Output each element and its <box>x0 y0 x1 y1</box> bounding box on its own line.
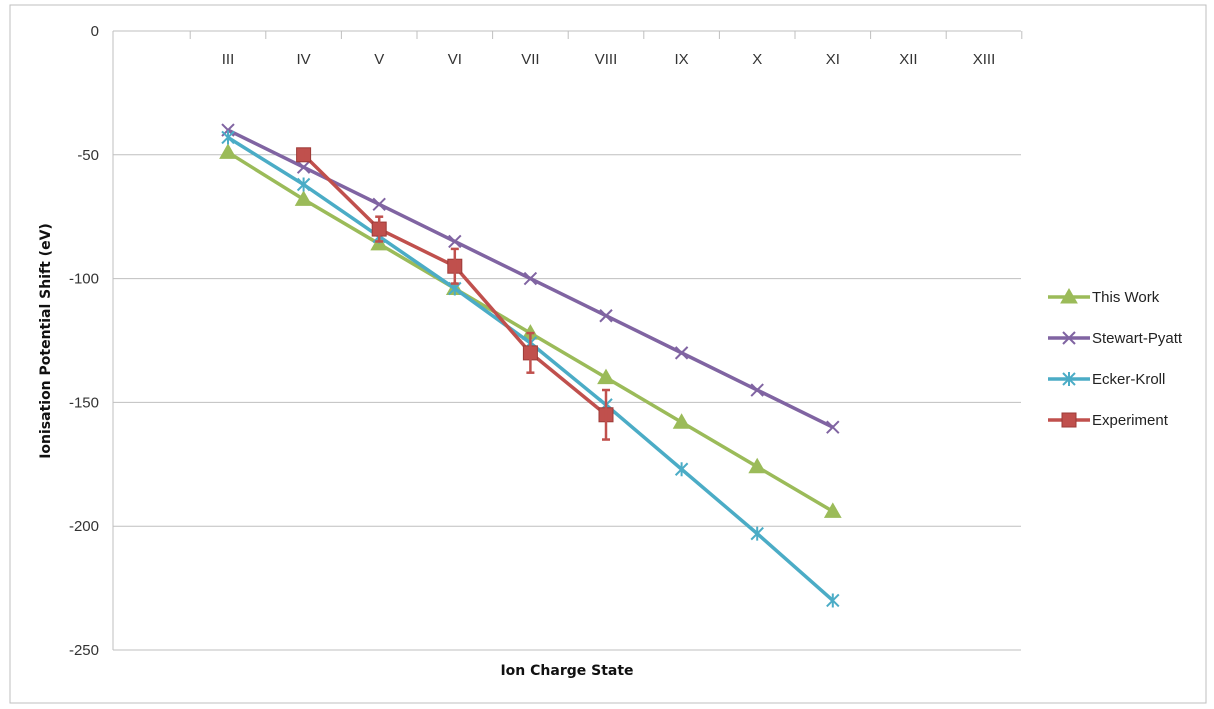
legend-label: Ecker-Kroll <box>1092 371 1165 388</box>
legend-label: Stewart-Pyatt <box>1092 330 1183 347</box>
legend-marker <box>1062 372 1076 386</box>
gridlines <box>112 30 1023 651</box>
data-point <box>597 368 615 385</box>
error-bars <box>299 148 610 441</box>
data-point <box>826 420 840 434</box>
x-tick-label: III <box>222 51 235 68</box>
x-tick-label: V <box>374 51 384 68</box>
x-tick-label: VI <box>448 51 462 68</box>
y-tick-label: -200 <box>69 518 99 535</box>
legend-label: This Work <box>1092 289 1160 306</box>
y-tick-label: -100 <box>69 271 99 288</box>
legend-label: Experiment <box>1092 412 1169 429</box>
y-tick-labels: 0 -50 -100 -150 -200 -250 <box>69 23 99 659</box>
legend-marker <box>1061 412 1077 428</box>
data-point <box>823 502 842 518</box>
data-point <box>674 462 689 477</box>
x-tick-label: VIII <box>595 51 618 68</box>
data-point <box>672 413 691 429</box>
x-tick-label: VII <box>521 51 539 68</box>
legend-item: This Work <box>1048 287 1160 306</box>
data-point <box>296 160 311 174</box>
x-tick-labels: III IV V VI VII VIII IX X XI XII XIII <box>222 51 996 68</box>
x-tick-label: XI <box>826 51 840 68</box>
data-point <box>826 593 840 608</box>
data-point <box>750 526 764 541</box>
legend-marker <box>1062 331 1076 345</box>
y-tick-label: -250 <box>69 642 99 659</box>
data-point <box>750 383 764 397</box>
data-point <box>219 143 237 159</box>
x-tick-label: IV <box>297 51 311 68</box>
x-tick-label: X <box>752 51 762 68</box>
legend-marker <box>1060 287 1078 304</box>
data-point <box>221 130 235 145</box>
data-point <box>748 457 767 474</box>
y-tick-label: -50 <box>77 147 99 164</box>
legend-item: Ecker-Kroll <box>1048 371 1165 388</box>
x-tick-label: XIII <box>973 51 996 68</box>
legend-item: Stewart-Pyatt <box>1048 330 1183 347</box>
legend: This Work Stewart-Pyatt Ecker-Kroll Experim… <box>1048 287 1183 429</box>
y-tick-label: -150 <box>69 394 99 411</box>
legend-item: Experiment <box>1048 412 1169 429</box>
data-point <box>296 177 311 192</box>
x-axis-title: Ion Charge State <box>500 663 633 679</box>
data-point <box>372 197 386 212</box>
x-tick-label: XII <box>899 51 917 68</box>
data-point <box>523 271 538 286</box>
y-tick-label: 0 <box>91 23 99 40</box>
y-axis-title: Ionisation Potential Shift (eV) <box>38 223 54 459</box>
data-point <box>294 190 313 206</box>
data-point <box>448 234 462 249</box>
chart-border <box>9 4 1207 704</box>
x-tick-label: IX <box>675 51 689 68</box>
data-point <box>599 309 613 323</box>
data-point <box>674 346 689 360</box>
